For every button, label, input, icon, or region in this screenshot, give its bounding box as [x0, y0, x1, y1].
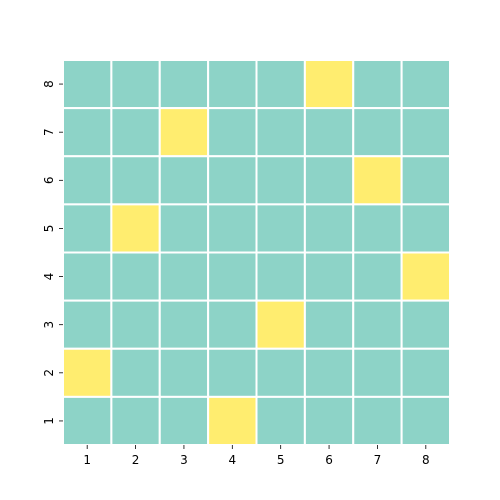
heatmap-cell: [305, 156, 353, 204]
heatmap-cell: [353, 108, 401, 156]
y-tick-label: 8: [42, 80, 56, 88]
y-tick-label: 2: [42, 369, 56, 377]
heatmap-cell: [111, 60, 159, 108]
heatmap-cell: [353, 60, 401, 108]
y-tick-label: 7: [42, 128, 56, 136]
heatmap-cell: [257, 108, 305, 156]
heatmap-cell: [353, 397, 401, 445]
heatmap-cell: [208, 156, 256, 204]
heatmap-cell: [111, 108, 159, 156]
x-tick-label: 4: [228, 453, 236, 467]
heatmap-cell: [257, 397, 305, 445]
heatmap-cell: [257, 60, 305, 108]
x-tick-label: 8: [422, 453, 430, 467]
heatmap-cell: [305, 204, 353, 252]
x-axis: 1 2 3 4 5 6 7 8: [83, 445, 429, 467]
heatmap-cell: [305, 108, 353, 156]
heatmap-cell: [305, 349, 353, 397]
heatmap-cell: [257, 204, 305, 252]
heatmap-cell-marked: [305, 60, 353, 108]
heatmap-cell: [402, 60, 450, 108]
heatmap-cell: [111, 349, 159, 397]
heatmap-cell: [208, 301, 256, 349]
heatmap-cell: [160, 301, 208, 349]
heatmap-cell-marked: [111, 204, 159, 252]
heatmap-cell: [111, 301, 159, 349]
heatmap-cell: [208, 204, 256, 252]
y-tick-label: 4: [42, 273, 56, 281]
y-tick-label: 6: [42, 176, 56, 184]
heatmap-cell-marked: [63, 349, 111, 397]
heatmap-cell-marked: [402, 253, 450, 301]
heatmap-cell: [402, 349, 450, 397]
heatmap-cell: [402, 108, 450, 156]
heatmap-cell: [305, 397, 353, 445]
heatmap-cell: [63, 60, 111, 108]
heatmap-cell: [257, 253, 305, 301]
heatmap-cell: [111, 156, 159, 204]
heatmap-cell: [353, 301, 401, 349]
heatmap-cell: [160, 60, 208, 108]
heatmap-cell: [160, 349, 208, 397]
heatmap-cell: [208, 253, 256, 301]
heatmap-cell: [353, 204, 401, 252]
x-tick-label: 3: [180, 453, 188, 467]
heatmap-cell: [257, 156, 305, 204]
heatmap-cell-marked: [353, 156, 401, 204]
x-tick-label: 5: [277, 453, 285, 467]
heatmap-cell: [160, 253, 208, 301]
heatmap-cell: [402, 156, 450, 204]
heatmap-cell: [63, 397, 111, 445]
heatmap-cell: [160, 204, 208, 252]
x-tick-label: 1: [83, 453, 91, 467]
y-tick-label: 3: [42, 321, 56, 329]
heatmap-cell: [402, 204, 450, 252]
heatmap-cell-marked: [257, 301, 305, 349]
x-tick-label: 6: [325, 453, 333, 467]
heatmap-cell: [353, 253, 401, 301]
heatmap-cell: [208, 108, 256, 156]
heatmap-cell: [111, 253, 159, 301]
heatmap-cell: [257, 349, 305, 397]
y-axis: 8 7 6 5 4 3 2 1: [42, 80, 63, 425]
heatmap-cell: [63, 301, 111, 349]
heatmap-cell: [353, 349, 401, 397]
heatmap-cell: [111, 397, 159, 445]
y-tick-label: 5: [42, 225, 56, 233]
heatmap-cell: [208, 60, 256, 108]
cells-layer: [63, 60, 450, 445]
heatmap-cell: [160, 156, 208, 204]
heatmap-cell: [63, 253, 111, 301]
heatmap-cell: [63, 108, 111, 156]
heatmap-cell: [208, 349, 256, 397]
heatmap-cell-marked: [160, 108, 208, 156]
heatmap-cell-marked: [208, 397, 256, 445]
heatmap-cell: [305, 253, 353, 301]
heatmap-cell: [63, 204, 111, 252]
heatmap-cell: [402, 301, 450, 349]
heatmap-cell: [160, 397, 208, 445]
x-tick-label: 7: [374, 453, 382, 467]
x-tick-label: 2: [132, 453, 140, 467]
heatmap-cell: [402, 397, 450, 445]
y-tick-label: 1: [42, 417, 56, 425]
heatmap-cell: [305, 301, 353, 349]
heatmap-cell: [63, 156, 111, 204]
